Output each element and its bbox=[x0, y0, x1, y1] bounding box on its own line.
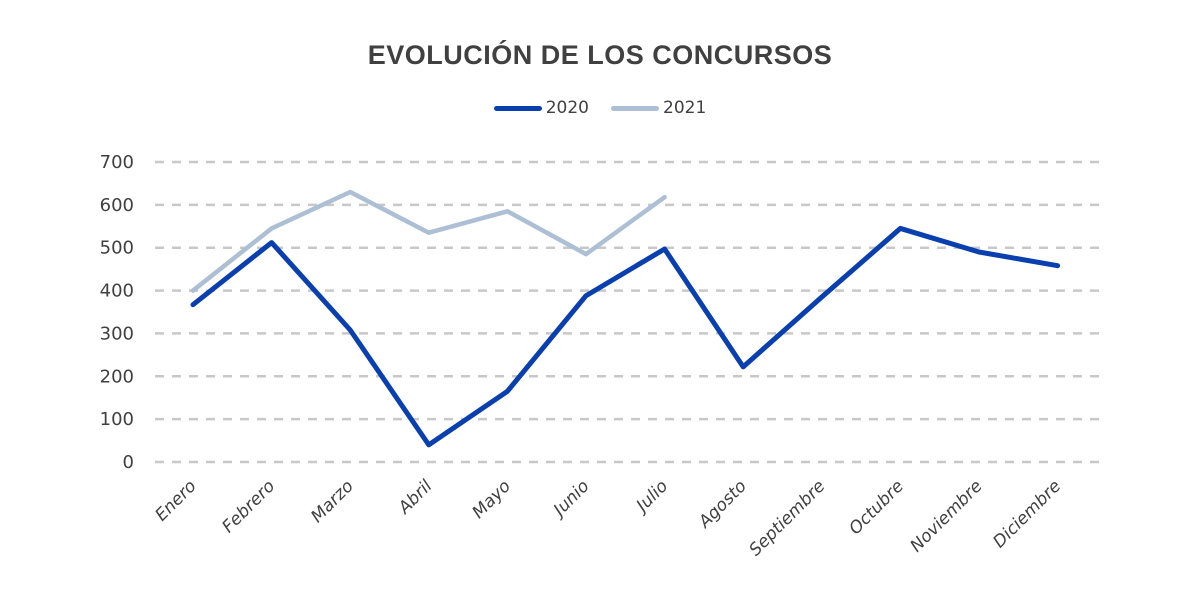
x-axis-ticks: Enero Febrero Marzo Abril Mayo Junio Julio Agos… bbox=[151, 476, 1065, 560]
legend-label-2021: 2021 bbox=[663, 98, 707, 118]
y-tick-label: 0 bbox=[123, 452, 134, 473]
series-line-2021 bbox=[190, 189, 667, 293]
legend: 2020 2021 bbox=[0, 98, 1200, 118]
x-tick-label: Abril bbox=[394, 476, 437, 519]
y-tick-label: 400 bbox=[100, 281, 134, 302]
y-tick-label: 300 bbox=[100, 323, 134, 344]
legend-swatch-2021 bbox=[611, 105, 659, 111]
x-tick-label: Julio bbox=[631, 476, 672, 517]
chart-title: EVOLUCIÓN DE LOS CONCURSOS bbox=[367, 40, 833, 70]
x-tick-label: Octubre bbox=[845, 476, 908, 539]
gridlines bbox=[155, 160, 1100, 464]
y-tick-label: 500 bbox=[100, 238, 134, 259]
legend-swatch-2020 bbox=[493, 105, 542, 111]
y-tick-label: 700 bbox=[100, 152, 134, 173]
x-tick-label: Enero bbox=[151, 476, 200, 525]
y-axis-ticks: 0 100 200 300 400 500 600 700 bbox=[100, 152, 134, 473]
x-tick-label: Mayo bbox=[469, 476, 515, 522]
series-lines bbox=[190, 189, 1061, 448]
y-tick-label: 600 bbox=[100, 195, 134, 216]
y-tick-label: 100 bbox=[100, 409, 134, 430]
x-tick-label: Diciembre bbox=[989, 476, 1065, 552]
x-tick-label: Marzo bbox=[307, 476, 357, 526]
x-tick-label: Septiembre bbox=[745, 476, 829, 560]
x-tick-label: Febrero bbox=[218, 476, 279, 537]
x-tick-label: Noviembre bbox=[907, 476, 987, 556]
legend-item-2020: 2020 bbox=[493, 98, 589, 118]
legend-item-2021: 2021 bbox=[611, 98, 706, 118]
series-line-2020 bbox=[190, 225, 1061, 448]
y-tick-label: 200 bbox=[100, 366, 134, 387]
legend-label-2020: 2020 bbox=[545, 98, 589, 118]
x-tick-label: Junio bbox=[548, 476, 594, 522]
x-tick-label: Agosto bbox=[694, 476, 750, 532]
